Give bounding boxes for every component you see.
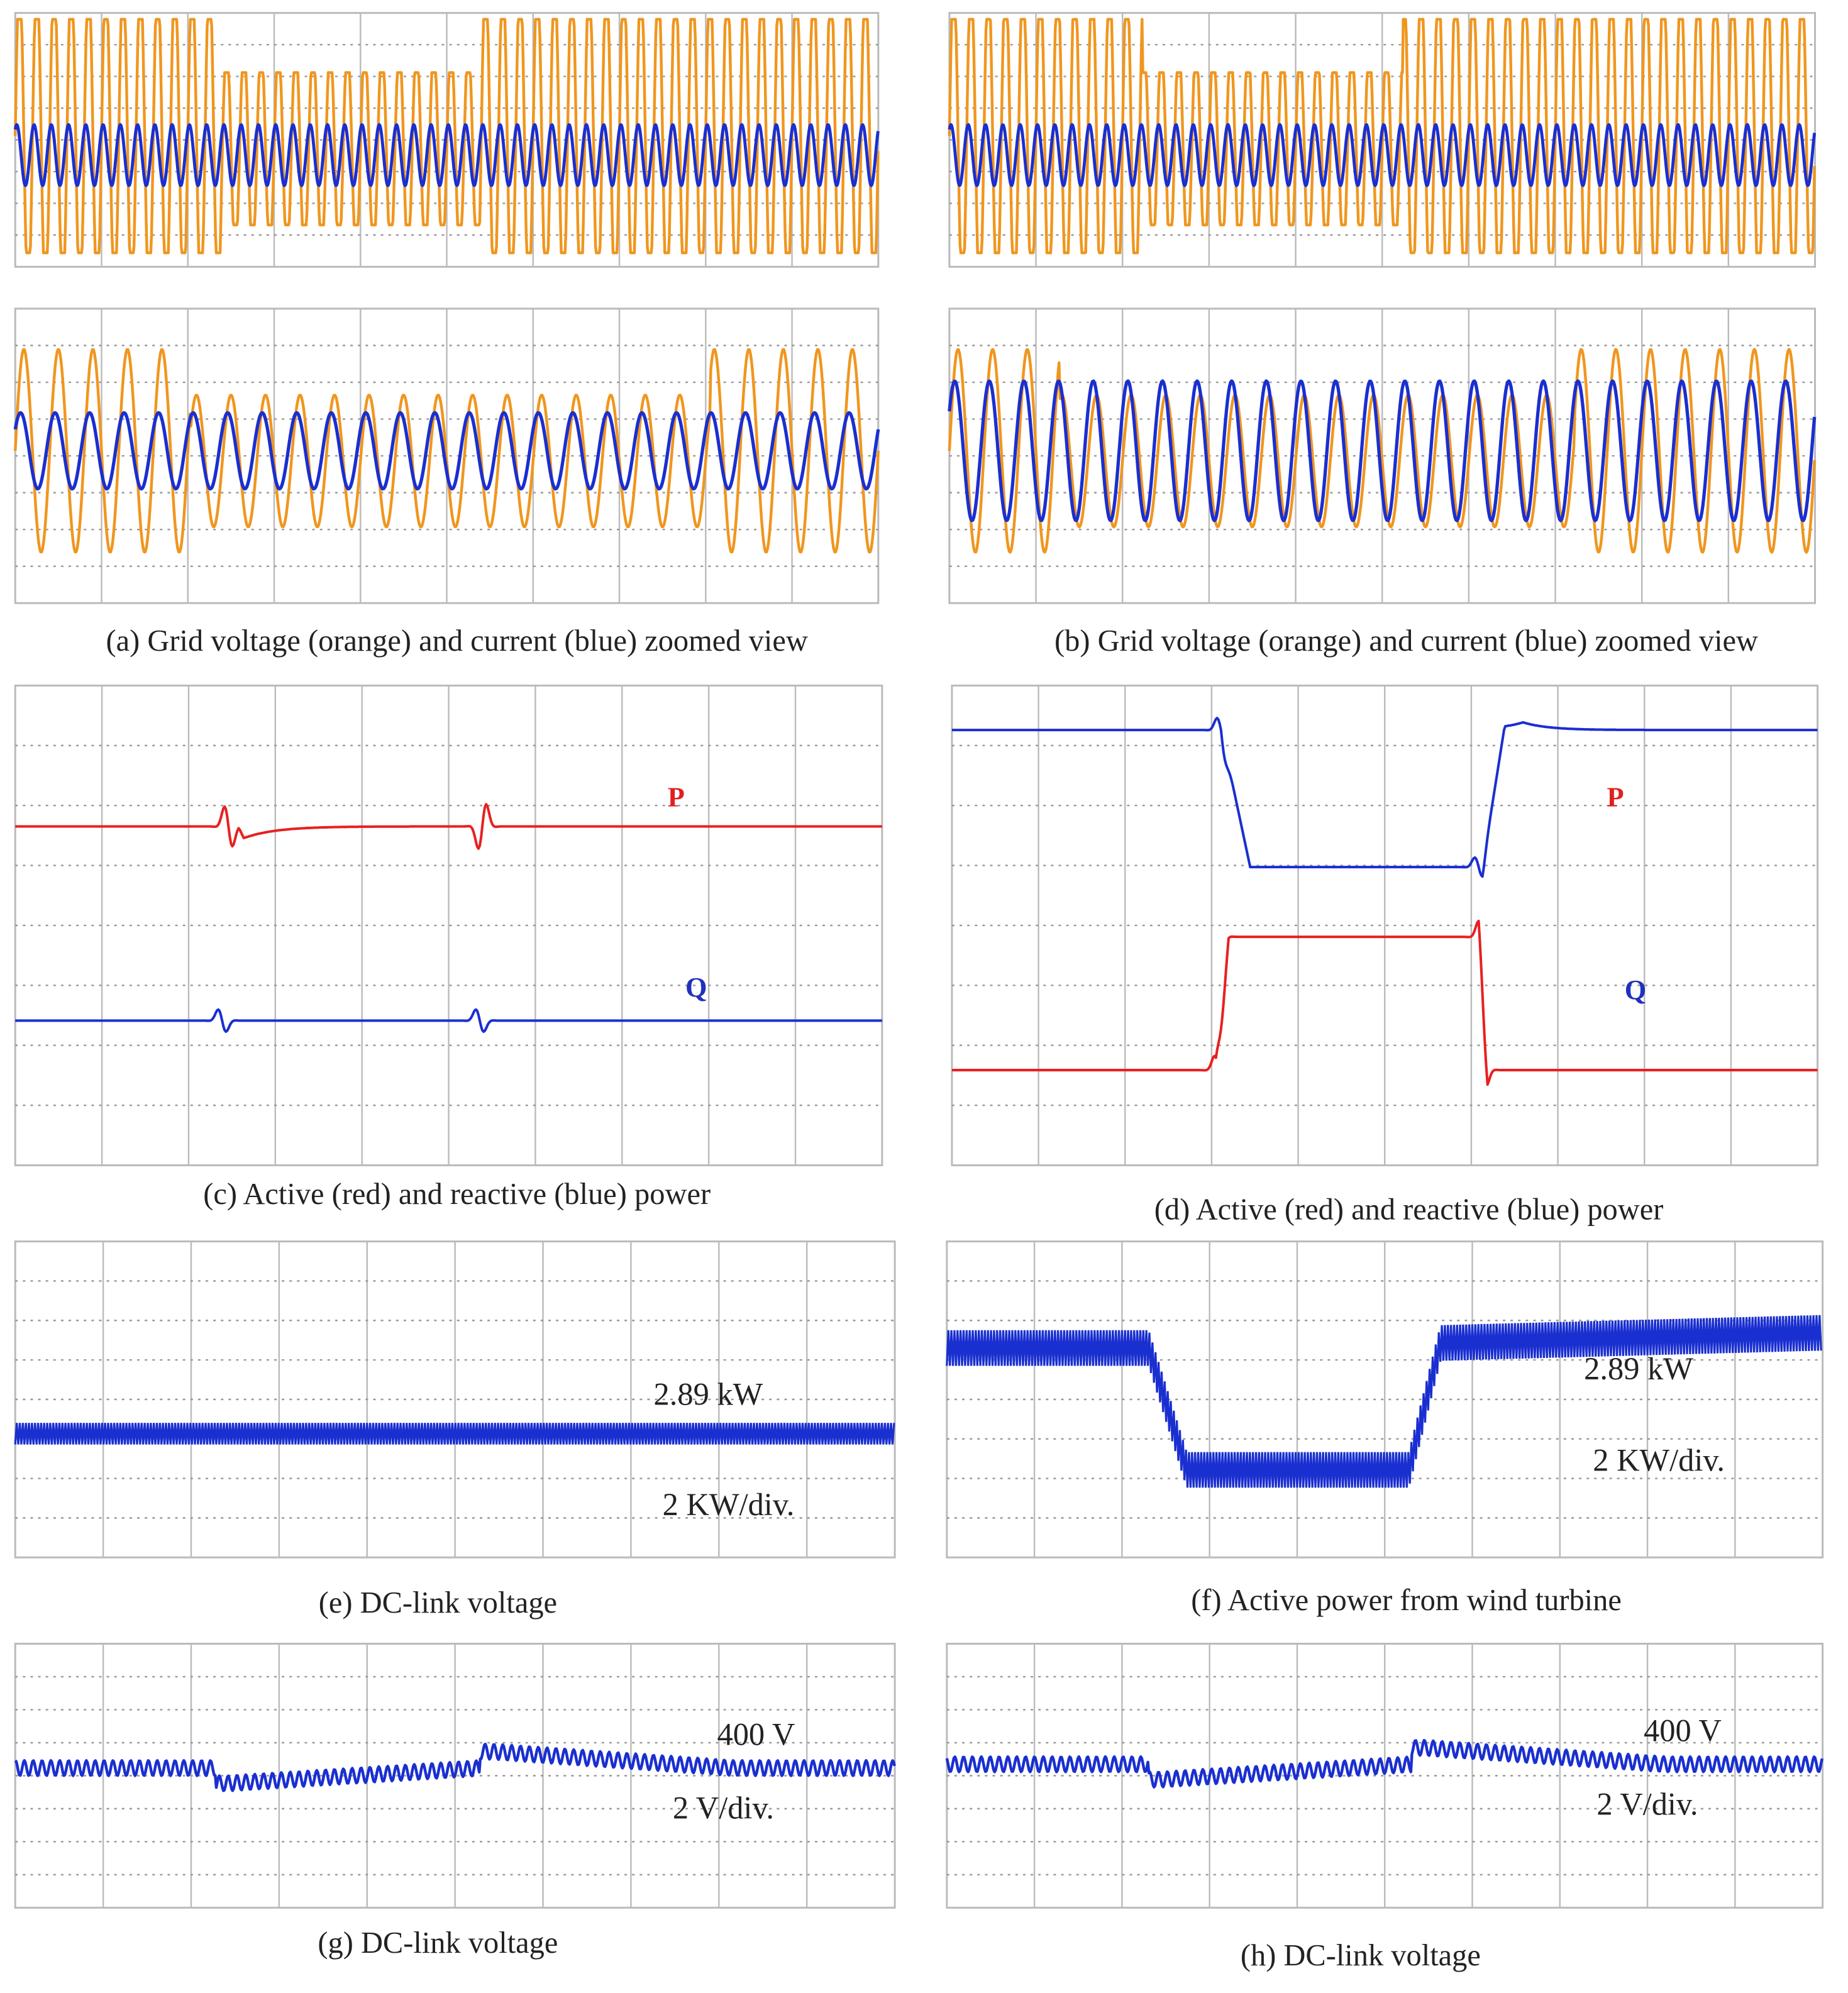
trace: [948, 379, 1817, 522]
caption: (a) Grid voltage (orange) and current (b…: [106, 624, 808, 658]
waveforms: [13, 18, 1823, 1792]
trace: [948, 123, 1817, 187]
trace: [15, 803, 882, 850]
trace: [14, 1742, 896, 1792]
p-label: P: [668, 781, 685, 812]
level-label: 400 V: [717, 1716, 795, 1752]
trace: [951, 919, 1818, 1086]
scale-label: 2 V/div.: [1596, 1786, 1698, 1821]
scale-label: 2 KW/div.: [1593, 1442, 1725, 1477]
caption: (g) DC-link voltage: [318, 1926, 558, 1960]
q-label: Q: [1625, 974, 1647, 1005]
grids: [14, 12, 1824, 1909]
q-label: Q: [685, 971, 707, 1003]
trace: [13, 123, 880, 187]
trace: [948, 18, 1816, 255]
trace: [948, 348, 1816, 554]
caption: (b) Grid voltage (orange) and current (b…: [1054, 624, 1758, 658]
level-label: 2.89 kW: [1584, 1351, 1693, 1386]
scale-label: 2 V/div.: [673, 1790, 774, 1825]
trace: [15, 1008, 882, 1033]
caption: (c) Active (red) and reactive (blue) pow…: [203, 1178, 711, 1211]
p-label: P: [1607, 781, 1624, 812]
trace: [946, 1315, 1822, 1488]
caption: (e) DC-link voltage: [319, 1586, 557, 1620]
caption: (f) Active power from wind turbine: [1191, 1584, 1622, 1617]
trace: [14, 1423, 895, 1445]
caption: (d) Active (red) and reactive (blue) pow…: [1154, 1193, 1664, 1226]
caption: (h) DC-link voltage: [1241, 1939, 1481, 1972]
trace: [945, 1738, 1823, 1789]
level-label: 2.89 kW: [654, 1376, 763, 1411]
level-label: 400 V: [1644, 1713, 1722, 1748]
trace: [13, 411, 880, 491]
scale-label: 2 KW/div.: [663, 1487, 795, 1522]
trace: [14, 348, 880, 554]
trace: [951, 717, 1818, 878]
trace: [14, 18, 880, 255]
